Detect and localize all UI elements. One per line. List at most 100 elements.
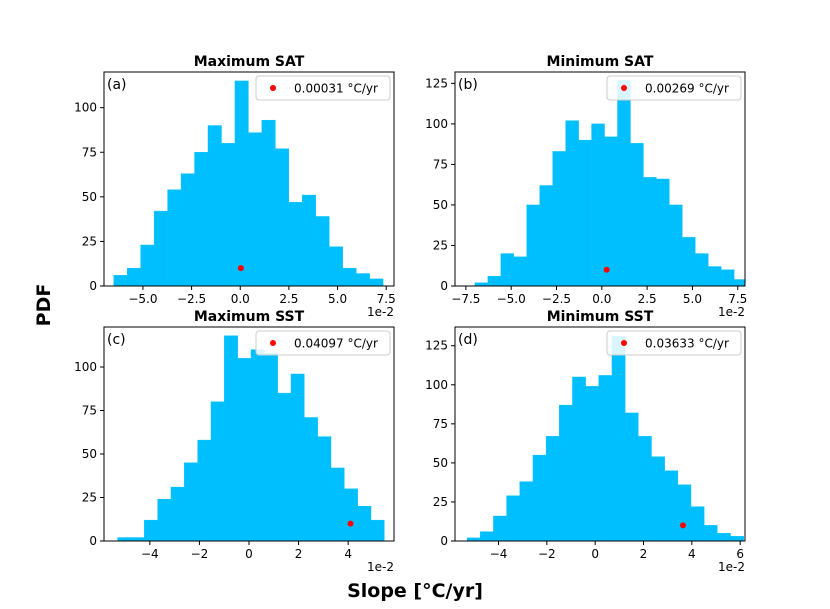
x-offset-text: 1e-2 [367,560,394,574]
histogram-bar [157,499,172,541]
histogram-bar [342,267,357,286]
y-tick-label: 100 [74,101,97,115]
legend-marker-icon [270,340,276,346]
histogram-bar [288,201,303,286]
x-tick-label: 5.0 [328,292,347,306]
histogram-bar [302,194,316,286]
legend-box [606,330,742,356]
histogram-bars [117,335,385,541]
histogram-bar [690,506,705,541]
histogram-bar [153,210,168,286]
histogram-bars [466,336,744,541]
panel-d: −4 −2 0 2 4 6 0 25 50 75 100 125 1e-2 Minimum SST (d) 0… [425,309,746,574]
x-tick-label: −2.5 [177,292,206,306]
trend-marker [679,522,686,529]
histogram-bar [117,537,132,541]
x-tick-label: 7.5 [728,292,747,306]
histogram-bar [695,253,709,286]
x-tick-label: −7.5 [451,292,480,306]
panel-label: (d) [458,332,478,348]
histogram-bar [369,278,384,286]
histogram-bar [221,143,236,286]
histogram-bar [630,143,644,286]
histogram-bar [682,237,696,286]
y-tick-label: 75 [433,417,448,431]
y-tick-label: 25 [433,495,448,509]
panel-title: Maximum SST [194,309,305,325]
histogram-bar [500,253,515,286]
x-tick-label: 7.5 [377,292,396,306]
histogram-bar [532,454,547,541]
legend-box [255,75,391,101]
x-tick-label: −2 [191,547,209,561]
histogram-bar [506,495,520,541]
histogram-bar [552,151,566,286]
trend-marker [603,266,610,273]
histogram-bar [275,148,290,286]
legend-marker-icon [621,340,627,346]
panel-title: Maximum SAT [194,54,305,70]
axes-frame [103,71,395,287]
histogram-bar [130,537,145,541]
y-tick-label: 100 [425,117,448,131]
x-tick-label: 2.5 [279,292,298,306]
x-tick-label: 2.5 [638,292,657,306]
histogram-bar [197,439,212,541]
legend-marker-icon [621,85,627,91]
histogram-bar [703,525,718,541]
histogram-bar [720,269,735,286]
histogram-bar [317,436,332,541]
histogram-bar [261,119,276,286]
legend-text: 0.00031 °C/yr [294,82,378,96]
histogram-bar [250,349,265,541]
axes-frame [454,326,746,542]
panel-title: Minimum SST [547,309,654,325]
panel-a: −5.0 −2.5 0.0 2.5 5.0 7.5 0 25 50 75 100 1e-2 Maximu… [74,54,396,319]
x-offset-text: 1e-2 [367,305,394,319]
histogram-bar [277,392,292,541]
histogram-bar [611,336,626,541]
x-tick-label: −4 [141,547,159,561]
histogram-bar [526,204,540,286]
histogram-bar [493,515,507,541]
histogram-bar [248,132,263,286]
histogram-bar [304,417,318,541]
histogram-bar [591,123,605,286]
histogram-bar [126,267,141,286]
y-tick-label: 75 [433,157,448,171]
y-tick-label: 100 [425,378,448,392]
histogram-bar [545,436,560,541]
histogram-bar [656,178,670,286]
histogram-bar [717,532,731,541]
y-tick-label: 50 [433,456,448,470]
histogram-bar [578,139,592,286]
shared-x-axis-label: Slope [°C/yr] [347,580,483,602]
histogram-bar [207,125,222,286]
histogram-bar [730,536,744,541]
histogram-bar [330,467,345,541]
histogram-bar [598,375,613,541]
trend-marker [237,265,244,272]
x-tick-label: 4 [688,547,696,561]
histogram-bar [344,488,358,541]
histogram-bar [513,256,527,286]
histogram-bar [224,335,238,541]
legend-box [606,75,742,101]
x-tick-label: 0 [591,547,599,561]
histogram-bar [290,373,305,541]
panel-b: −7.5 −5.0 −2.5 0.0 2.5 5.0 7.5 0 25 50 75 100 125 1e-… [425,54,747,319]
histogram-bars [474,79,745,286]
histogram-bar [604,136,618,286]
histogram-bar [234,80,249,286]
x-tick-label: −2.5 [542,292,571,306]
shared-y-axis-label: PDF [33,283,55,327]
y-tick-label: 50 [433,198,448,212]
histogram-bar [315,216,330,286]
x-tick-label: 6 [736,547,744,561]
histogram-bar [708,266,722,286]
histogram-bar [519,481,534,541]
histogram-bar [572,376,586,541]
panel-label: (a) [107,77,127,93]
y-tick-label: 0 [89,279,97,293]
